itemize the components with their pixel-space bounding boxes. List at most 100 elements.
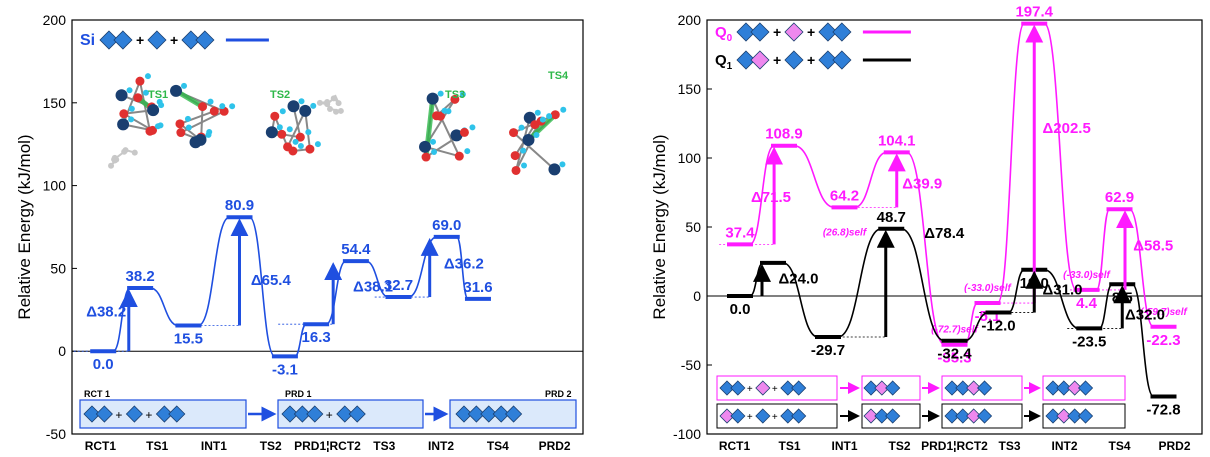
atom [185,116,191,122]
tetrahedron-icon [1079,409,1093,423]
y-tick-label: 150 [43,95,67,111]
atom [288,146,297,155]
atom [181,83,187,89]
atom [298,143,304,149]
atom [469,124,475,130]
atom [511,151,520,160]
atom [299,105,311,117]
data-label: -22.3 [1146,332,1180,349]
diamond-chain [781,381,806,395]
atom [128,116,134,122]
x-tick-label: INT1 [831,439,857,452]
atom [520,148,526,154]
atom [127,87,133,93]
legend: Q0++Q1++ [715,23,911,72]
atom [548,163,560,175]
y-axis-label: Relative Energy (kJ/mol) [15,134,34,319]
plus-sign: + [747,384,753,395]
plus-sign: + [807,24,815,40]
data-label: 80.9 [225,197,254,214]
x-tick-label: TS1 [778,439,800,452]
barrier-label: Δ202.5 [1043,120,1091,137]
atom [427,93,439,105]
x-tick-label: TS2 [260,439,282,452]
y-axis-label: Relative Energy (kJ/mol) [650,134,669,319]
atom [305,145,314,154]
atom [438,91,444,97]
molecule-icon [170,83,235,148]
barrier-label: Δ24.0 [779,271,819,288]
tetrahedron-icon [756,381,770,395]
atom [145,73,151,79]
data-label: 0.0 [93,356,114,373]
diamond-chain [819,23,851,41]
x-tick-label: TS3 [998,439,1020,452]
tetrahedron-icon [978,409,992,423]
barrier-label: Δ32.0 [1125,306,1165,323]
atom [147,104,159,116]
tetrahedron-icon [886,381,900,395]
legend-subscript: 0 [727,33,733,44]
tetrahedron-icon [148,31,166,49]
x-tick-label: TS4 [1108,439,1130,452]
atom [229,103,235,109]
barrier-label: Δ71.5 [751,189,791,206]
data-label: -23.5 [1072,333,1106,350]
atom [305,129,311,135]
atom [521,162,527,168]
diamond-chain [720,409,745,423]
atom [293,139,299,145]
data-label: 0.0 [730,301,751,318]
atom [277,124,283,130]
atom [546,113,552,119]
diamond-chain [785,51,803,69]
atom [530,120,539,129]
atom [270,112,279,121]
molecule-icon [266,98,321,155]
atom [116,89,128,101]
diamond-chain [756,409,770,423]
atom [333,109,339,115]
tetrahedron-icon [751,23,769,41]
self-energy-label: (-33.0)self [1063,270,1111,281]
legend: Si++ [80,31,269,49]
surface-ghost [108,147,138,169]
atom [287,126,293,132]
data-label: 104.1 [878,132,916,149]
tetrahedron-icon [114,31,132,49]
tetrahedron-icon [886,409,900,423]
x-tick-label: TS2 [888,439,910,452]
barrier-label: Δ39.9 [902,175,942,192]
atom [266,126,278,138]
ts-structure-label: TS2 [270,89,290,101]
legend-label: Q0 [715,24,733,44]
tetrahedron-icon [1079,381,1093,395]
legend-subscript: 1 [727,61,733,72]
scheme-label: RCT 1 [84,389,110,399]
data-label: 64.2 [830,187,859,204]
y-tick-label: -100 [673,426,701,442]
reaction-scheme: ++++ [717,376,1125,428]
scheme-label: PRD 1 [285,389,312,399]
tetrahedron-icon [751,51,769,69]
x-tick-label: INT2 [428,439,454,452]
y-tick-label: -50 [46,426,66,442]
tetrahedron-icon [978,381,992,395]
atom [175,119,184,128]
atom [210,107,219,116]
atom [519,125,525,131]
diamond-chain [864,381,900,395]
y-tick-label: 200 [43,12,67,28]
self-energy-label: (-33.0)self [964,283,1012,294]
tetrahedron-icon [833,51,851,69]
diamond-chain [864,409,900,423]
atom [176,128,185,137]
y-tick-label: 200 [678,12,702,28]
x-tick-label: TS4 [487,439,509,452]
x-tick-label: RCT1 [85,439,117,452]
data-label: 54.4 [341,241,371,258]
atom [431,149,437,155]
molecule-icon [419,91,475,162]
plus-sign: + [170,32,178,48]
